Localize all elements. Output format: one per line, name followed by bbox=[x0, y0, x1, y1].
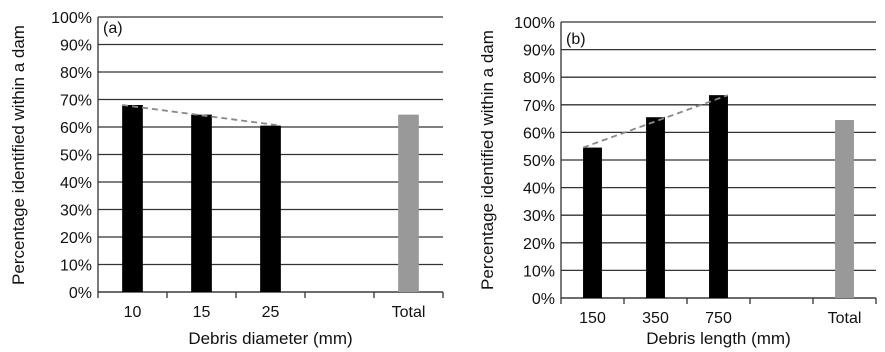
y-tick-label: 0% bbox=[69, 285, 92, 302]
x-tick-label: Total bbox=[828, 310, 862, 327]
y-axis-title: Percentage identified within a dam bbox=[478, 30, 497, 290]
y-tick-label: 70% bbox=[60, 93, 92, 110]
trend-line bbox=[122, 104, 281, 127]
x-axis-title: Debris diameter (mm) bbox=[188, 329, 352, 348]
bar-350 bbox=[646, 117, 665, 298]
y-tick-label: 60% bbox=[60, 120, 92, 137]
y-axis-title: Percentage identified within a dam bbox=[9, 25, 28, 285]
x-tick-label: 150 bbox=[579, 310, 606, 327]
y-tick-label: 10% bbox=[60, 258, 92, 275]
y-tick-label: 40% bbox=[60, 175, 92, 192]
trend-line bbox=[582, 94, 729, 149]
y-tick-label: 100% bbox=[514, 15, 555, 32]
panel-label: (a) bbox=[103, 20, 123, 37]
x-tick-label: 750 bbox=[705, 310, 732, 327]
chart-panel-a: 0% 10% 20% 30% 40% 50% 60% 70% 80% 90% 100% 10 15 25 T… bbox=[9, 10, 444, 348]
y-tick-label: 50% bbox=[523, 153, 555, 170]
bar-150 bbox=[583, 147, 602, 298]
y-tick-label: 80% bbox=[523, 70, 555, 87]
y-tick-label: 0% bbox=[532, 291, 555, 308]
x-tick-label: Total bbox=[392, 304, 426, 321]
panel-label: (b) bbox=[566, 31, 586, 48]
bar-total bbox=[835, 119, 854, 298]
y-tick-label: 100% bbox=[51, 10, 92, 27]
bar-25 bbox=[260, 125, 281, 292]
x-tick-label: 15 bbox=[193, 304, 211, 321]
y-tick-label: 20% bbox=[523, 236, 555, 253]
y-tick-label: 60% bbox=[523, 125, 555, 142]
y-tick-label: 10% bbox=[523, 263, 555, 280]
bar-15 bbox=[191, 114, 212, 292]
y-tick-label: 30% bbox=[523, 208, 555, 225]
x-tick-label: 25 bbox=[262, 304, 280, 321]
y-tick-label: 30% bbox=[60, 203, 92, 220]
y-tick-label: 90% bbox=[60, 38, 92, 55]
y-tick-label: 50% bbox=[60, 148, 92, 165]
bar-total bbox=[398, 114, 419, 292]
x-axis-title: Debris length (mm) bbox=[646, 329, 791, 348]
y-tick-label: 20% bbox=[60, 230, 92, 247]
bar-10 bbox=[122, 105, 143, 292]
x-tick-label: 10 bbox=[124, 304, 142, 321]
y-tick-label: 40% bbox=[523, 181, 555, 198]
chart-panel-b: 0% 10% 20% 30% 40% 50% 60% 70% 80% 90% 100% 150 350 7… bbox=[478, 15, 877, 348]
x-tick-label: 350 bbox=[642, 310, 669, 327]
y-tick-label: 80% bbox=[60, 65, 92, 82]
bar-750 bbox=[709, 95, 728, 298]
y-tick-label: 90% bbox=[523, 43, 555, 60]
y-tick-label: 70% bbox=[523, 98, 555, 115]
